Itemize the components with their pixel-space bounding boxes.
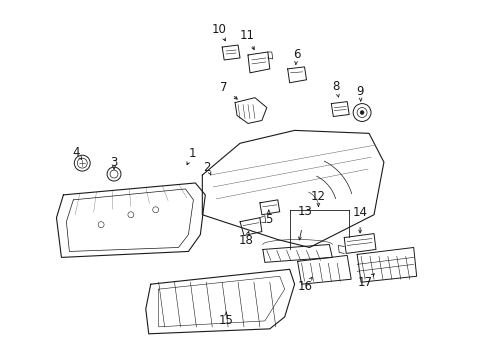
Text: 7: 7 [220, 81, 227, 94]
Text: 10: 10 [211, 23, 226, 36]
Text: 18: 18 [238, 234, 253, 247]
Circle shape [359, 111, 364, 114]
Text: 11: 11 [239, 29, 254, 42]
Text: 9: 9 [356, 85, 363, 98]
Text: 3: 3 [110, 156, 118, 168]
Text: 17: 17 [357, 276, 372, 289]
Text: 5: 5 [264, 213, 272, 226]
Text: 6: 6 [292, 49, 300, 62]
Text: 1: 1 [188, 147, 196, 160]
Text: 13: 13 [298, 205, 312, 218]
Text: 4: 4 [72, 146, 80, 159]
Text: 8: 8 [332, 80, 339, 93]
Text: 15: 15 [218, 314, 233, 327]
Text: 16: 16 [297, 280, 312, 293]
Text: 2: 2 [203, 161, 211, 174]
Text: 12: 12 [310, 190, 325, 203]
Text: 14: 14 [352, 206, 367, 219]
